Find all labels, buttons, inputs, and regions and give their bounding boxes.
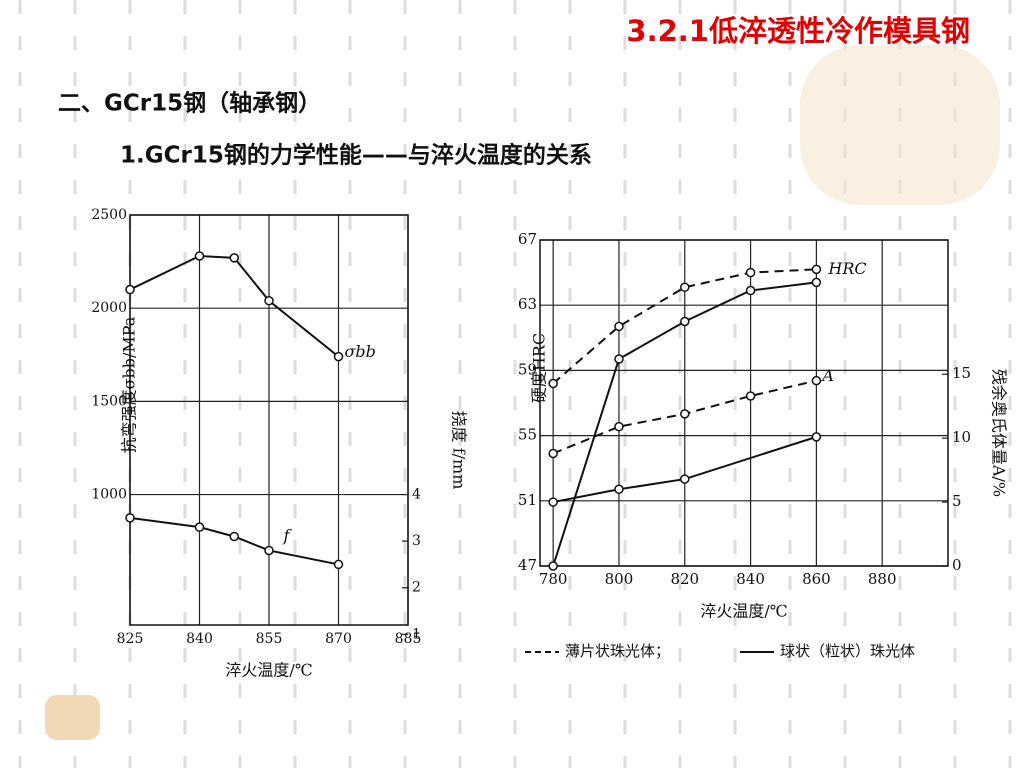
data-point [680,474,690,484]
data-point [548,378,558,389]
section-heading: 二、GCr15钢（轴承钢） [58,90,321,117]
series-label: f [283,526,293,545]
x-tick-label: 880 [868,570,897,588]
series-label: A [820,366,834,385]
data-point [229,253,239,263]
data-point [614,354,624,364]
x-tick-label: 870 [325,631,352,647]
y2-axis-label: 挠度 f/mm [450,411,469,490]
x-tick-label: 820 [670,570,699,588]
y-tick-label: 51 [518,491,537,509]
y2-tick-label: 3 [412,533,421,549]
data-point [229,531,239,542]
data-point [745,285,756,296]
data-point [680,282,690,293]
series-line [129,254,340,358]
legend-label: 薄片状珠光体； [565,642,670,660]
data-point [680,316,690,327]
legend-label: 球状（粒状）珠光体 [780,642,915,660]
y-tick-label: 2500 [91,207,127,223]
x-tick-label: 840 [186,631,213,647]
y2-axis-label: 残余奥氏体量A/% [990,369,1009,497]
data-point [614,321,624,332]
y2-tick-label: 2 [412,580,421,596]
y-axis-label: 抗弯强度σbb/MPa [120,316,139,453]
data-point [548,561,558,571]
x-tick-label: 855 [256,631,283,647]
x-tick-label: 800 [605,570,634,588]
y2-tick-label: 15 [952,364,971,382]
y-tick-label: 1500 [91,393,127,409]
data-point [125,513,135,523]
data-point [194,251,205,261]
x-tick-label: 840 [736,570,765,588]
x-tick-label: 780 [539,570,568,588]
x-axis-label: 淬火温度/℃ [225,661,312,680]
y-tick-label: 1000 [91,487,127,503]
y-tick-label: 47 [518,556,537,574]
y-axis-label: 硬度HRC [530,333,549,403]
y-tick-label: 63 [518,295,537,313]
data-point [680,409,690,419]
data-point [745,267,756,278]
plot-frame [129,214,409,626]
data-point [614,421,624,432]
y-tick-label: 55 [518,426,537,444]
data-point [333,559,344,570]
y2-tick-label: 5 [952,492,962,510]
data-point [745,391,756,401]
data-point [614,484,624,495]
data-point [548,497,558,507]
data-point [125,284,135,295]
y2-tick-label: 0 [952,556,962,574]
slide-title: 3.2.1低淬透性冷作模具钢 [626,14,970,48]
data-point [548,448,558,459]
data-point [811,432,822,442]
data-point [811,375,822,386]
y-tick-label: 67 [518,230,537,248]
logo-small [45,695,100,740]
data-point [264,545,274,556]
y2-tick-label: 4 [412,487,421,503]
x-tick-label: 825 [117,631,144,647]
x-tick-label: 885 [395,631,422,647]
subtitle: 1.GCr15钢的力学性能——与淬火温度的关系 [120,142,592,169]
y-tick-label: 59 [518,360,537,378]
data-point [194,522,205,532]
plot-frame [539,239,949,567]
data-point [811,277,822,288]
y2-tick-label: 1 [412,626,421,642]
x-tick-label: 860 [802,570,831,588]
x-axis-label: 淬火温度/℃ [700,602,787,621]
series-line [552,435,817,504]
y2-tick-label: 10 [952,428,971,446]
data-point [264,295,274,306]
data-point [811,264,822,275]
logo-decor [800,45,1000,205]
series-label: HRC [827,259,866,278]
series-label: σbb [345,342,376,361]
data-point [333,351,344,362]
y-tick-label: 2000 [91,300,127,316]
